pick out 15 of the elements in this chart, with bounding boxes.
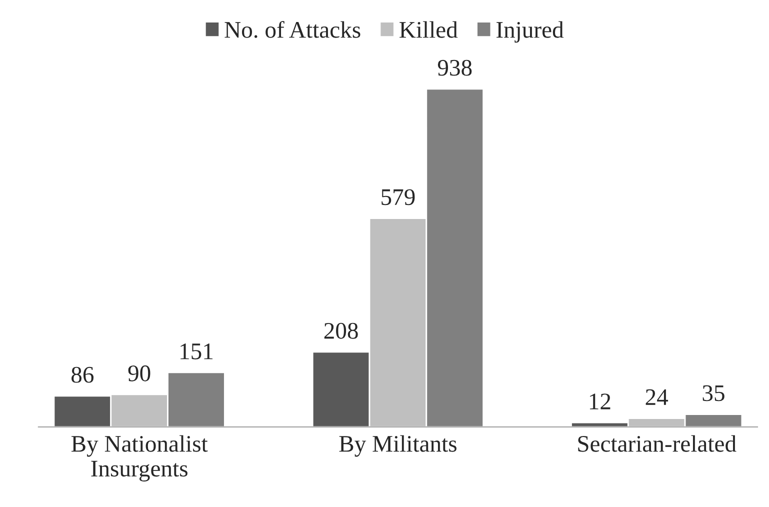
data-label: 90 xyxy=(128,365,150,382)
x-tick-label: By Militants xyxy=(339,435,456,457)
data-label: 208 xyxy=(324,322,358,339)
legend-label: Injured xyxy=(496,21,564,43)
legend-label: Killed xyxy=(400,21,458,38)
data-label: 12 xyxy=(590,394,610,410)
x-tick-label: By Nationalist Insurgents xyxy=(71,435,208,482)
data-label: 24 xyxy=(646,389,668,405)
legend-label: No. of Attacks xyxy=(224,21,360,38)
data-label: 35 xyxy=(702,385,724,402)
x-tick-label: Sectarian-related xyxy=(578,435,736,452)
data-label: 86 xyxy=(72,366,94,383)
data-label: 938 xyxy=(438,60,472,76)
data-label: 151 xyxy=(180,344,213,360)
data-label: 579 xyxy=(382,189,415,206)
